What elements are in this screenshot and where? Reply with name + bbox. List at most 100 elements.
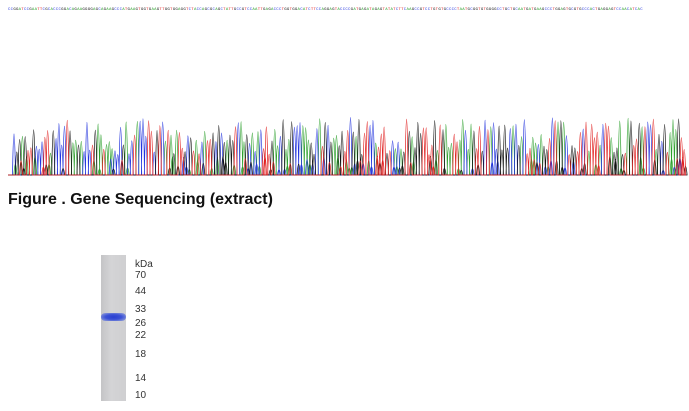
base-letter: G [90, 8, 93, 12]
base-letter: T [310, 8, 314, 12]
base-letter: A [321, 8, 325, 12]
base-letter: T [305, 8, 309, 12]
base-letter: A [520, 8, 524, 12]
base-letter: G [148, 8, 152, 12]
base-letter: C [249, 8, 253, 12]
base-letter: G [74, 8, 78, 12]
base-letter: T [422, 8, 426, 12]
base-letter: A [79, 8, 83, 12]
base-letter: G [172, 8, 176, 12]
base-letter: C [414, 8, 418, 12]
base-letter: T [231, 8, 234, 12]
base-letter: A [154, 8, 157, 12]
base-letter: C [69, 8, 72, 12]
base-letter: A [366, 8, 370, 12]
base-letter: A [132, 8, 136, 12]
base-letter: G [29, 8, 32, 12]
base-letter: T [393, 8, 396, 12]
base-letter: C [403, 8, 407, 12]
base-letter: G [379, 8, 383, 12]
base-letter: A [106, 8, 109, 12]
base-letter: G [61, 8, 64, 12]
base-letter: T [483, 8, 487, 12]
base-letter: T [244, 8, 248, 12]
base-letter: A [108, 8, 112, 12]
base-letter: T [401, 8, 404, 12]
base-letter: G [467, 8, 471, 12]
base-letter: G [475, 8, 479, 12]
base-letter: T [170, 8, 173, 12]
base-letter: C [515, 8, 518, 12]
base-letter: C [26, 8, 30, 12]
base-letter: G [411, 8, 415, 12]
base-letter: C [236, 8, 240, 12]
base-letter: T [435, 8, 439, 12]
base-letter: G [127, 8, 131, 12]
base-letter: C [496, 8, 500, 12]
base-letter: T [191, 8, 194, 12]
base-letter: G [563, 8, 566, 12]
base-letter: A [608, 8, 611, 12]
base-letter: G [494, 8, 497, 12]
base-letter: G [233, 8, 237, 12]
base-letter: C [345, 8, 348, 12]
base-letter: A [518, 8, 521, 12]
base-letter: C [581, 8, 585, 12]
base-letter: C [425, 8, 428, 12]
base-letter: C [446, 8, 449, 12]
base-letter: G [472, 8, 476, 12]
base-letter: G [268, 8, 271, 12]
base-letter: T [313, 8, 317, 12]
base-letter: A [201, 8, 205, 12]
trace-A [8, 118, 685, 176]
base-letter: T [456, 8, 460, 12]
base-letter: A [409, 8, 412, 12]
base-letter: G [557, 8, 561, 12]
base-letter: G [135, 8, 139, 12]
base-letter: A [302, 8, 306, 12]
base-letter: A [252, 8, 256, 12]
base-letter: C [544, 8, 548, 12]
base-letter: G [45, 8, 48, 12]
base-letter: G [13, 8, 16, 12]
base-letter: A [637, 8, 641, 12]
base-letter: A [193, 8, 197, 12]
base-letter: A [122, 8, 125, 12]
base-letter: G [605, 8, 609, 12]
base-letter: C [618, 8, 622, 12]
base-letter: C [616, 8, 619, 12]
base-letter: G [573, 8, 577, 12]
base-letter: G [533, 8, 537, 12]
base-letter: C [58, 8, 62, 12]
base-letter: G [284, 8, 287, 12]
base-letter: C [53, 8, 56, 12]
base-letter: C [549, 8, 553, 12]
base-letter: C [98, 8, 101, 12]
base-letter: T [613, 8, 617, 12]
base-letter: G [597, 8, 601, 12]
base-letter: A [385, 8, 388, 12]
base-letter: C [239, 8, 242, 12]
base-letter: G [438, 8, 441, 12]
base-letter: G [433, 8, 436, 12]
base-letter: G [488, 8, 492, 12]
base-letter: G [504, 8, 508, 12]
base-letter: G [175, 8, 178, 12]
base-letter: A [371, 8, 375, 12]
base-letter: T [37, 8, 40, 12]
base-letter: T [382, 8, 386, 12]
base-letter: T [430, 8, 433, 12]
base-letter: T [552, 8, 556, 12]
base-letter: A [265, 8, 269, 12]
base-letter: G [512, 8, 516, 12]
marker-label-33: 33 [135, 304, 147, 315]
base-letter: A [621, 8, 625, 12]
gel-lane [101, 255, 126, 401]
base-letter: G [204, 8, 208, 12]
base-letter: A [130, 8, 133, 12]
base-letter: C [587, 8, 590, 12]
base-letter: G [294, 8, 298, 12]
base-letter: A [178, 8, 181, 12]
base-letter: G [263, 8, 266, 12]
base-letter: G [63, 8, 67, 12]
